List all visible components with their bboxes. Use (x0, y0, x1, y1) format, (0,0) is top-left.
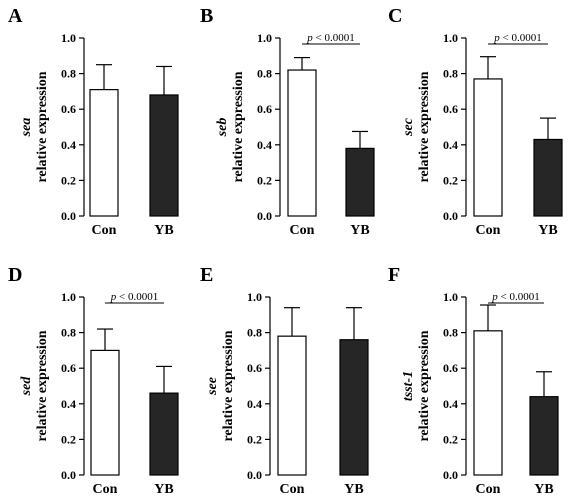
y-tick-label: 1.0 (247, 290, 262, 304)
y-tick-label: 0.8 (61, 326, 76, 340)
panel-letter: C (388, 5, 402, 27)
y-axis-gene-label: tsst-1 (401, 371, 416, 401)
y-tick-label: 0.4 (443, 397, 458, 411)
x-tick-label: Con (280, 482, 305, 497)
x-tick-label: YB (538, 223, 557, 238)
y-tick-label: 0.4 (443, 138, 458, 152)
y-tick-label: 0.4 (247, 397, 262, 411)
bar-con (89, 89, 119, 217)
p-value-symbol: p (110, 291, 117, 303)
y-tick-label: 0.6 (61, 361, 76, 375)
y-tick-label: 0.4 (61, 397, 76, 411)
y-axis-title: relative expression (35, 71, 50, 182)
x-tick-label: YB (350, 223, 369, 238)
y-axis-title: relative expression (221, 330, 236, 441)
x-tick-label: YB (344, 482, 363, 497)
x-tick-label: Con (92, 223, 117, 238)
y-axis-title: relative expression (417, 71, 432, 182)
y-tick-label: 0.6 (247, 361, 262, 375)
p-value-symbol: p (493, 32, 500, 44)
y-tick-label: 0.8 (443, 326, 458, 340)
y-tick-label: 1.0 (443, 290, 458, 304)
y-tick-label: 0.6 (61, 102, 76, 116)
chart-panel-d: D 0.0 0.2 0.4 0.6 0.8 1.0 sed relative expressio… (8, 264, 179, 497)
y-tick-label: 0.8 (443, 67, 458, 81)
x-tick-label: Con (290, 223, 315, 238)
y-tick-label: 0.0 (257, 209, 272, 223)
y-tick-label: 0.0 (247, 468, 262, 482)
bar-con (473, 330, 503, 476)
y-tick-label: 0.2 (61, 432, 76, 446)
panel-letter: E (200, 264, 213, 286)
bar-yb (149, 392, 179, 476)
bar-con (473, 78, 503, 217)
chart-panel-a: A 0.0 0.2 0.4 0.6 0.8 1.0 sea relative expressio… (8, 5, 179, 238)
p-value-label: p < 0.0001 (306, 32, 354, 44)
x-tick-label: Con (476, 223, 501, 238)
p-value-label: p < 0.0001 (491, 291, 539, 303)
bar-con (277, 335, 307, 476)
x-tick-label: Con (476, 482, 501, 497)
y-tick-label: 0.0 (443, 468, 458, 482)
p-value-label: p < 0.0001 (493, 32, 541, 44)
y-axis-gene-label: see (205, 377, 220, 396)
y-tick-label: 0.0 (443, 209, 458, 223)
y-tick-label: 0.8 (247, 326, 262, 340)
p-value-text: < 0.0001 (313, 32, 355, 44)
y-tick-label: 0.4 (257, 138, 272, 152)
y-tick-label: 0.8 (61, 67, 76, 81)
x-tick-label: YB (534, 482, 553, 497)
panel-letter: D (8, 264, 22, 286)
y-tick-label: 0.0 (61, 209, 76, 223)
chart-panel-e: E 0.0 0.2 0.4 0.6 0.8 1.0 see relative expressio… (200, 264, 369, 497)
bar-yb (345, 147, 375, 217)
p-value-label: p < 0.0001 (110, 291, 158, 303)
y-axis-title: relative expression (231, 71, 246, 182)
x-tick-label: Con (93, 482, 118, 497)
y-axis-gene-label: sec (401, 117, 416, 137)
panel-letter: F (388, 264, 400, 286)
x-tick-label: YB (154, 482, 173, 497)
y-tick-label: 0.2 (61, 173, 76, 187)
bar-con (90, 349, 120, 476)
p-value-text: < 0.0001 (500, 32, 542, 44)
y-axis-gene-label: sed (19, 376, 34, 397)
bar-yb (149, 94, 179, 217)
y-tick-label: 0.2 (443, 173, 458, 187)
x-tick-label: YB (154, 223, 173, 238)
p-value-symbol: p (306, 32, 313, 44)
y-tick-label: 1.0 (61, 31, 76, 45)
chart-panel-c: C 0.0 0.2 0.4 0.6 0.8 1.0 sec relative expressio… (388, 5, 563, 238)
chart-panel-b: B 0.0 0.2 0.4 0.6 0.8 1.0 seb relative expressio… (200, 5, 375, 238)
y-axis-gene-label: seb (215, 118, 230, 138)
y-tick-label: 1.0 (257, 31, 272, 45)
y-tick-label: 1.0 (61, 290, 76, 304)
panel-letter: A (8, 5, 23, 27)
y-tick-label: 0.4 (61, 138, 76, 152)
y-axis-title: relative expression (35, 330, 50, 441)
y-tick-label: 0.8 (257, 67, 272, 81)
y-tick-label: 0.2 (247, 432, 262, 446)
bar-yb (533, 138, 563, 217)
bar-yb (339, 339, 369, 476)
y-tick-label: 0.0 (61, 468, 76, 482)
y-axis-title: relative expression (417, 330, 432, 441)
y-tick-label: 0.6 (443, 361, 458, 375)
p-value-text: < 0.0001 (498, 291, 540, 303)
bar-con (287, 69, 317, 217)
chart-panel-f: F 0.0 0.2 0.4 0.6 0.8 1.0 tsst-1 relative expres… (388, 264, 559, 497)
y-tick-label: 1.0 (443, 31, 458, 45)
p-value-symbol: p (491, 291, 498, 303)
p-value-text: < 0.0001 (116, 291, 158, 303)
panel-letter: B (200, 5, 213, 27)
y-tick-label: 0.2 (443, 432, 458, 446)
y-tick-label: 0.6 (257, 102, 272, 116)
bar-yb (529, 396, 559, 476)
y-axis-gene-label: sea (19, 118, 34, 138)
y-tick-label: 0.2 (257, 173, 272, 187)
y-tick-label: 0.6 (443, 102, 458, 116)
